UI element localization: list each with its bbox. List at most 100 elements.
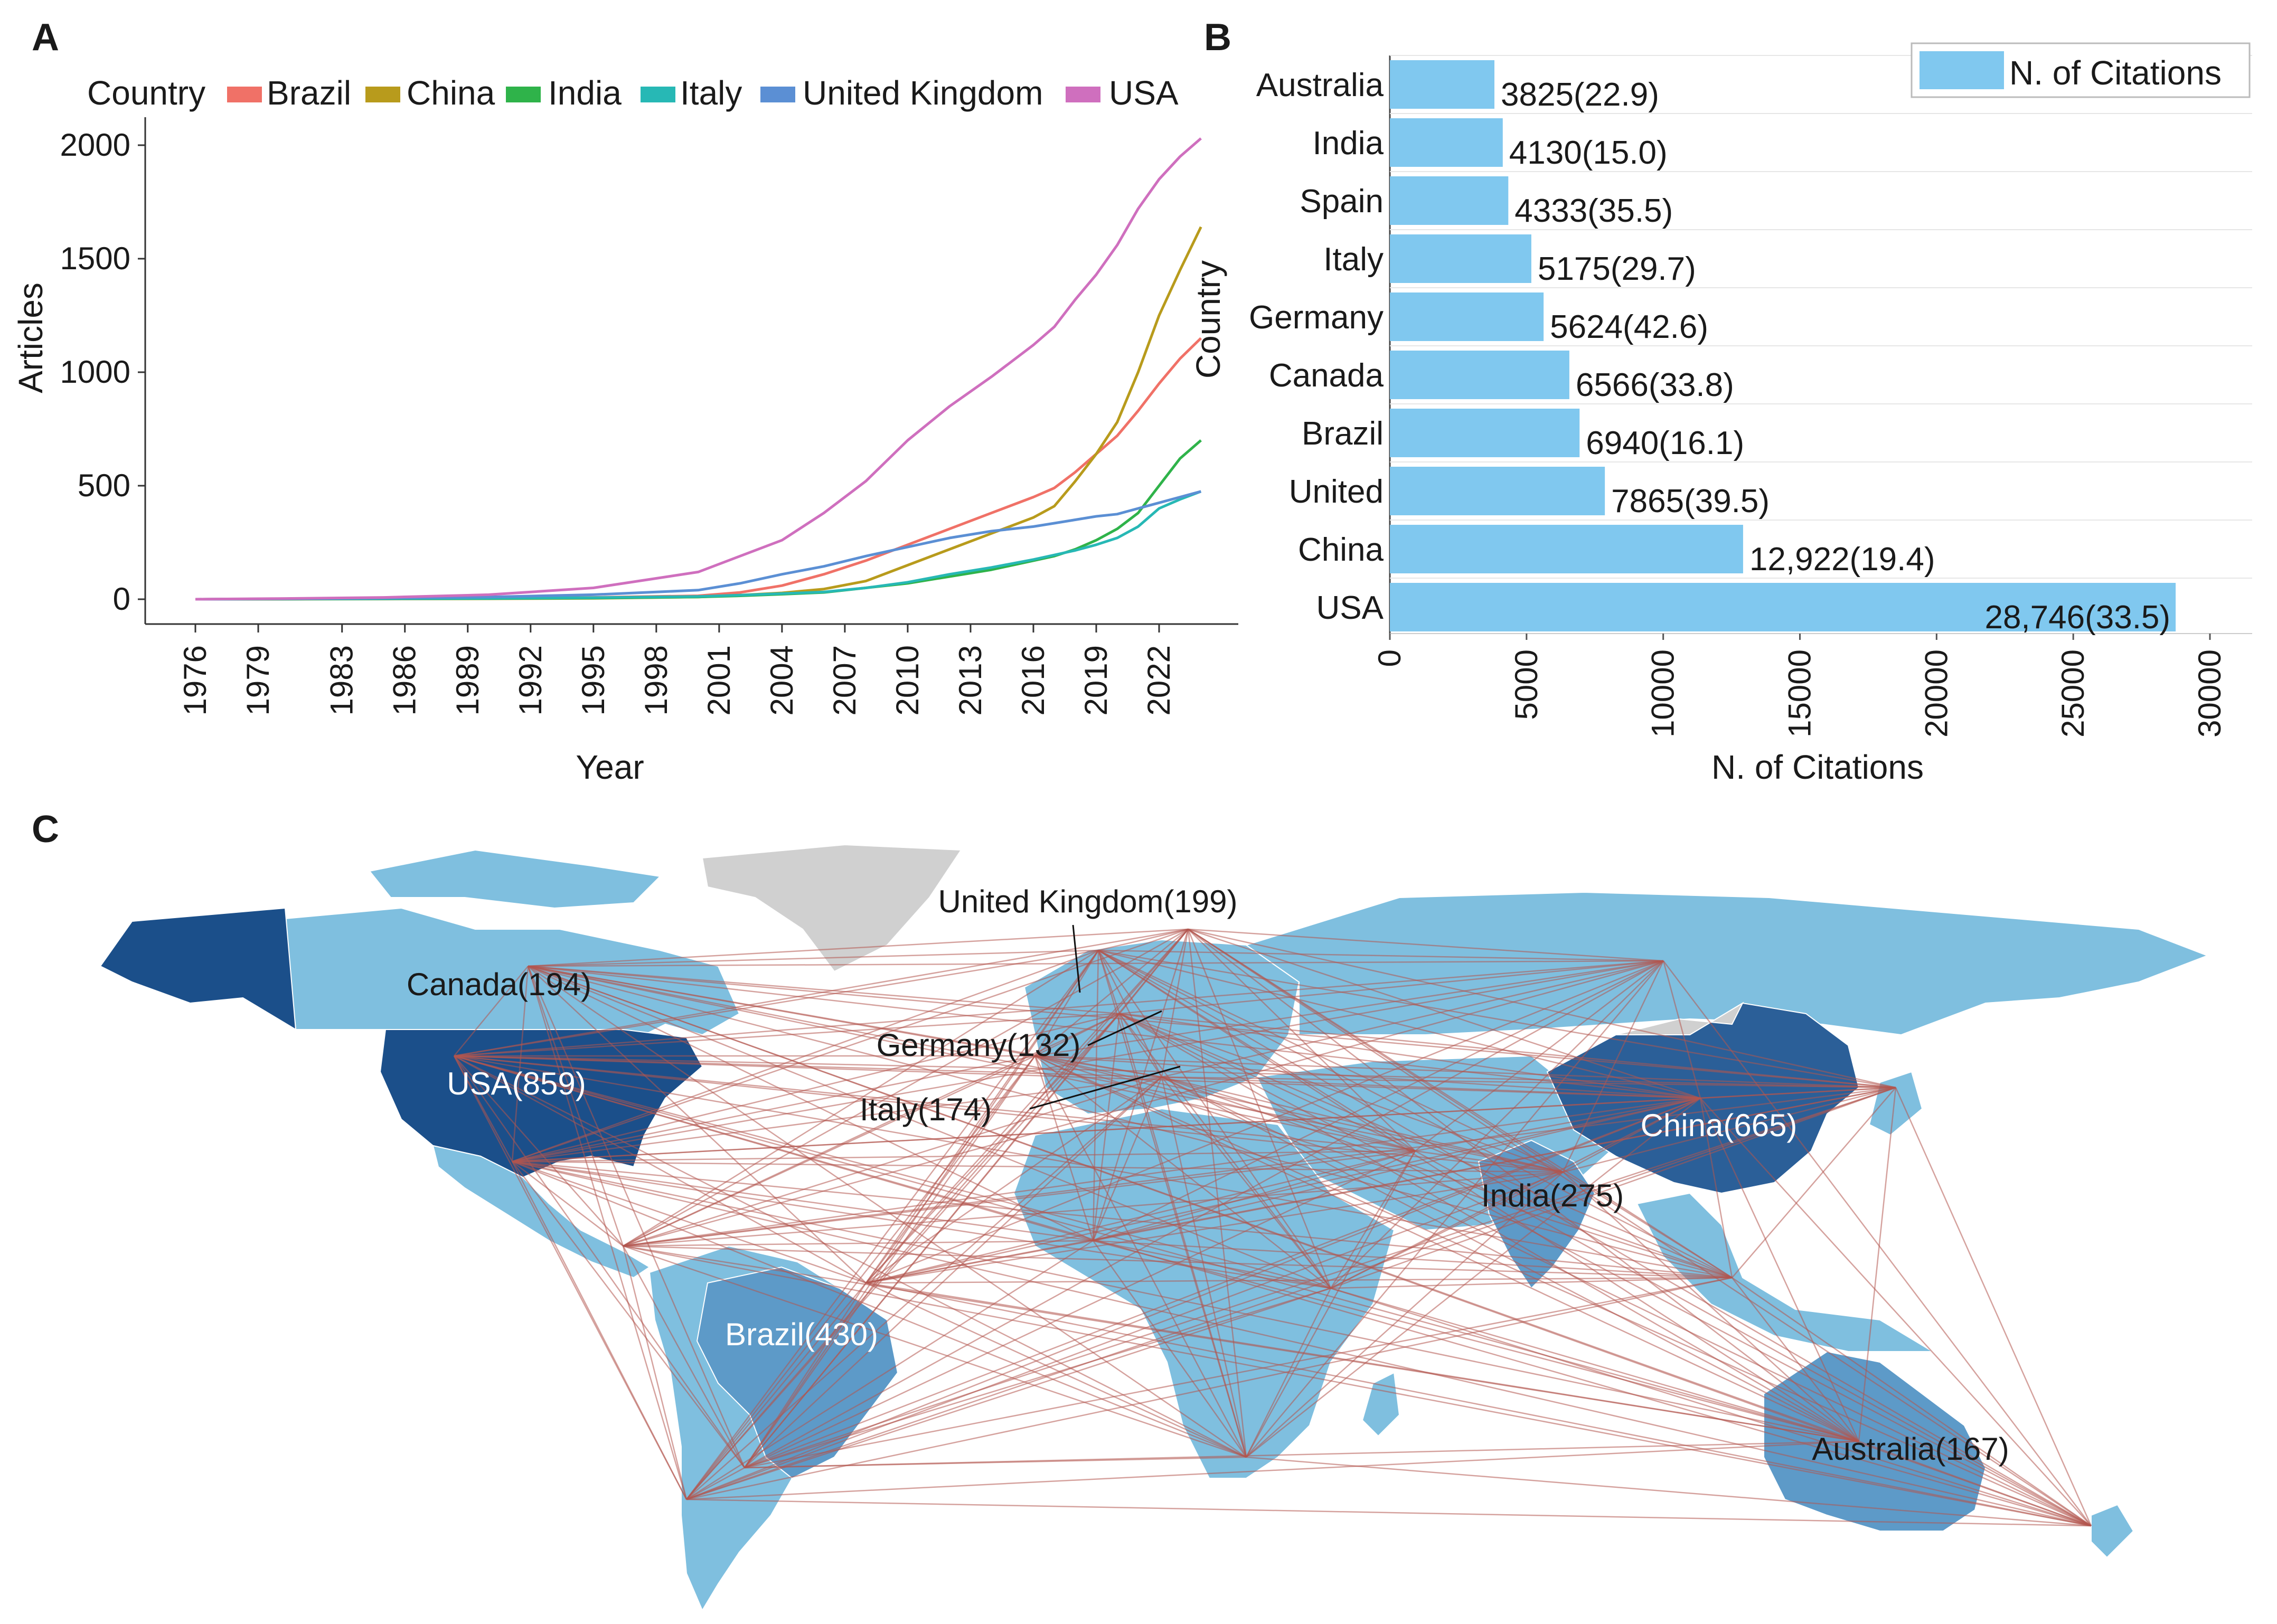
- bar-brazil: [1390, 409, 1580, 457]
- collaboration-link: [744, 1150, 1416, 1469]
- collaboration-link: [1187, 929, 1247, 1458]
- bar-italy: [1390, 234, 1531, 283]
- panel-a-ticks: 0 500 1000 1500 2000 1976 1979 1983 1986 1989 1992…: [60, 127, 1177, 715]
- category-label-spain: Spain: [1300, 183, 1384, 220]
- collaboration-link: [865, 960, 1664, 1284]
- x-tick-label: 1998: [638, 645, 674, 715]
- collaboration-link: [454, 966, 529, 1056]
- collaboration-link: [623, 960, 1664, 1247]
- data-label-united: 7865(39.5): [1611, 483, 1770, 520]
- collaboration-link: [686, 1498, 2092, 1527]
- collaboration-link: [865, 1150, 1416, 1284]
- x-tick-label: 2004: [764, 645, 799, 715]
- collaboration-link: [1188, 929, 1859, 1442]
- collaboration-link: [686, 929, 1189, 1500]
- bar-spain: [1390, 176, 1509, 225]
- collaboration-link: [865, 1171, 1564, 1284]
- collaboration-link: [1098, 949, 1896, 1089]
- collaboration-link: [1119, 1013, 1331, 1289]
- collaboration-link: [1330, 1171, 1564, 1289]
- collaboration-link: [1098, 949, 2092, 1527]
- x-tick-label: 30000: [2192, 649, 2227, 738]
- y-tick-label: 0: [113, 581, 130, 617]
- collaboration-link: [511, 1161, 688, 1500]
- collaboration-link: [1034, 950, 1099, 1056]
- x-tick-label: 2022: [1141, 645, 1177, 715]
- new-zealand-shape: [2091, 1504, 2134, 1559]
- bar-united: [1390, 467, 1605, 515]
- x-tick-label: 1979: [240, 645, 276, 715]
- collaboration-link: [512, 949, 1099, 1163]
- category-label-united: United: [1289, 474, 1384, 510]
- collaboration-link: [623, 1245, 2092, 1527]
- category-label-canada: Canada: [1269, 357, 1384, 394]
- collaboration-link: [1097, 950, 1163, 1078]
- collaboration-link: [512, 1160, 867, 1284]
- collaboration-link: [454, 1055, 867, 1284]
- collaboration-link: [686, 1240, 1094, 1500]
- collaboration-link: [744, 1287, 1331, 1469]
- data-label-australia: 3825(22.9): [1501, 77, 1659, 113]
- legend-label-usa: USA: [1109, 74, 1179, 112]
- panel-label-a: A: [32, 16, 59, 59]
- series-line-italy: [195, 490, 1202, 601]
- collaboration-link: [1188, 928, 1896, 1089]
- legend-title: Country: [87, 74, 205, 112]
- collaboration-link: [454, 1055, 1416, 1152]
- x-tick-label: 10000: [1645, 649, 1681, 738]
- collaboration-link: [1245, 1150, 1416, 1458]
- label-brazil: Brazil(430): [725, 1317, 878, 1352]
- collaboration-link: [1858, 1087, 1897, 1442]
- data-label-spain: 4333(35.5): [1514, 193, 1673, 229]
- collaboration-link: [623, 1240, 1094, 1247]
- collaboration-link: [1034, 1055, 1733, 1279]
- panel-a-x-axis-label: Year: [576, 748, 644, 786]
- collaboration-link: [1161, 929, 1189, 1078]
- panel-label-b: B: [1204, 16, 1231, 59]
- collaboration-link: [865, 1240, 1094, 1284]
- y-tick-label: 1500: [60, 241, 130, 276]
- collaboration-link: [1330, 960, 1664, 1289]
- legend-swatch-united-kingdom: [760, 87, 795, 102]
- collaboration-link: [1415, 960, 1664, 1151]
- label-china: China(665): [1641, 1108, 1798, 1143]
- collaboration-link: [512, 928, 1189, 1163]
- collaboration-link: [1034, 960, 1664, 1057]
- collaboration-link: [1034, 1055, 1564, 1173]
- collaboration-link: [686, 1467, 745, 1500]
- collaboration-link: [1161, 960, 1664, 1078]
- collaboration-link: [686, 1171, 1564, 1500]
- collaboration-link: [528, 965, 1120, 1015]
- label-usa: USA(859): [447, 1066, 586, 1101]
- italy-leader-line: [1029, 1065, 1181, 1110]
- collaboration-link: [1563, 1171, 1733, 1279]
- collaboration-link: [512, 960, 1664, 1163]
- panel-b-legend-label: N. of Citations: [2009, 54, 2222, 92]
- panel-b-ticks: 0 5000 10000 15000 20000 25000 30000: [1372, 634, 2227, 738]
- data-label-italy: 5175(29.7): [1538, 251, 1696, 287]
- greenland-shape: [701, 844, 962, 972]
- collaboration-link: [512, 1161, 745, 1468]
- bar-china: [1390, 525, 1743, 573]
- collaboration-link: [1662, 960, 1701, 1099]
- x-tick-label: 2010: [890, 645, 925, 715]
- series-line-india: [195, 439, 1202, 601]
- collaboration-link: [1188, 928, 1733, 1279]
- collaboration-link: [1330, 1097, 1701, 1289]
- collaboration-link: [1246, 1172, 1564, 1458]
- bar-canada: [1390, 351, 1569, 399]
- collaboration-link: [744, 1440, 1859, 1469]
- collaboration-link: [744, 1282, 867, 1468]
- collaboration-link: [744, 1277, 1733, 1469]
- collaboration-link: [1246, 960, 1664, 1458]
- australia-shape: [1763, 1351, 1987, 1532]
- x-tick-label: 15000: [1782, 649, 1818, 738]
- collaboration-link: [1097, 950, 1332, 1289]
- collaboration-link: [528, 928, 1189, 967]
- collaboration-link: [1034, 1055, 1859, 1442]
- russia-shape: [1245, 891, 2209, 1036]
- x-tick-label: 1976: [177, 645, 213, 715]
- collaboration-link: [527, 966, 688, 1500]
- collaboration-link: [1034, 1055, 1416, 1152]
- collaboration-link: [865, 1055, 1036, 1283]
